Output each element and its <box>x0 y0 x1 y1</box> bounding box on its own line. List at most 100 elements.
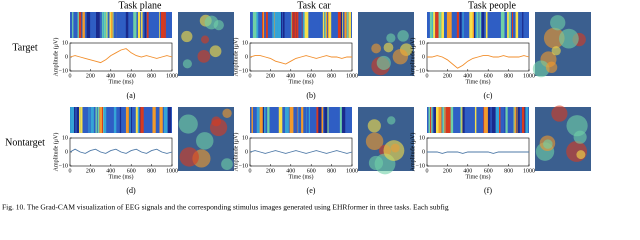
attention-stripe <box>324 107 329 133</box>
x-axis-label: Time (ms) <box>289 173 314 180</box>
gradcam-spot <box>545 61 558 74</box>
attention-stripe <box>284 12 287 38</box>
attention-stripe <box>512 12 517 38</box>
caption: Fig. 10. The Grad-CAM visualization of E… <box>2 203 449 212</box>
attention-stripe <box>456 12 459 38</box>
attention-stripe <box>346 12 348 38</box>
attention-stripe <box>258 12 261 38</box>
subfigure-label: (d) <box>126 186 136 195</box>
attention-stripe <box>312 107 315 133</box>
y-tick-label: 0 <box>245 54 248 60</box>
x-tick-label: 800 <box>327 168 336 174</box>
attention-stripe <box>119 107 122 133</box>
attention-stripe <box>262 107 265 133</box>
attention-stripe <box>272 12 275 38</box>
gradcam-spot <box>387 116 396 125</box>
attention-stripe <box>95 107 97 133</box>
y-tick-label: 10 <box>62 135 68 141</box>
attention-stripe <box>441 12 445 38</box>
x-tick-label: 800 <box>327 73 336 79</box>
attention-stripe <box>467 12 469 38</box>
attention-stripe <box>267 107 270 133</box>
attention-stripe <box>481 12 485 38</box>
gradcam-spot <box>550 15 566 31</box>
attention-stripe <box>447 107 451 133</box>
attention-stripe <box>137 12 141 38</box>
y-tick-label: −10 <box>416 68 425 74</box>
line <box>249 150 353 154</box>
figure: Task plane Task car Task people Target N… <box>2 0 591 212</box>
attention-stripe <box>428 12 432 38</box>
x-tick-label: 0 <box>69 73 72 79</box>
x-tick-label: 400 <box>106 168 115 174</box>
gradcam-spot <box>196 132 214 150</box>
attention-stripe <box>132 107 136 133</box>
attention-stripe <box>298 107 302 133</box>
column-title: Task people <box>468 0 516 11</box>
x-tick-label: 200 <box>443 168 452 174</box>
attention-stripe <box>159 107 163 133</box>
attention-stripe <box>474 107 477 133</box>
x-tick-label: 800 <box>504 168 513 174</box>
attention-stripe <box>324 12 328 38</box>
attention-stripe <box>510 107 514 133</box>
attention-stripe <box>102 107 105 133</box>
attention-stripe <box>83 12 87 38</box>
attention-stripe <box>433 107 436 133</box>
row-label: Target <box>12 42 37 53</box>
attention-stripe <box>125 12 129 38</box>
gradcam-spot <box>397 30 409 42</box>
x-tick-label: 200 <box>266 73 275 79</box>
attention-stripe <box>72 12 74 38</box>
attention-stripe <box>299 107 304 133</box>
attention-stripe <box>103 107 108 133</box>
x-axis-label: Time (ms) <box>466 78 491 85</box>
attention-stripe <box>76 107 80 133</box>
x-tick-label: 1000 <box>166 168 178 174</box>
x-tick-label: 400 <box>463 168 472 174</box>
gradcam-spot <box>197 50 211 63</box>
attention-stripe <box>433 12 437 38</box>
attention-stripe <box>298 12 302 38</box>
attention-stripe <box>461 107 463 133</box>
attention-stripe <box>437 12 442 38</box>
x-tick-label: 200 <box>266 168 275 174</box>
subfigure-label: (b) <box>306 91 316 100</box>
attention-stripe <box>445 107 449 133</box>
attention-stripe <box>141 12 143 38</box>
attention-stripe <box>318 12 320 38</box>
attention-stripe <box>339 107 343 133</box>
gradcam-spot <box>551 46 561 56</box>
attention-stripe <box>440 107 444 133</box>
subfigure-label: (a) <box>127 91 136 100</box>
attention-stripe <box>259 107 263 133</box>
attention-stripe <box>96 12 100 38</box>
x-tick-label: 800 <box>147 168 156 174</box>
attention-stripe <box>515 12 519 38</box>
y-tick-label: 0 <box>422 54 425 60</box>
attention-stripe <box>80 107 83 133</box>
gradcam-spot <box>383 140 405 161</box>
attention-stripe <box>348 12 352 38</box>
gradcam-spot <box>532 60 550 78</box>
attention-stripe <box>505 12 508 38</box>
attention-stripe <box>446 12 451 38</box>
x-tick-label: 400 <box>106 73 115 79</box>
attention-stripe <box>518 107 520 133</box>
attention-stripe <box>133 12 137 38</box>
attention-stripe <box>112 12 114 38</box>
line <box>427 55 530 69</box>
gradcam-spot <box>181 30 193 43</box>
gradcam-spot <box>178 114 198 134</box>
attention-stripe <box>297 107 299 133</box>
attention-stripe <box>164 12 166 38</box>
attention-stripe <box>435 107 440 133</box>
attention-stripe <box>106 107 108 133</box>
gradcam-spot <box>566 115 588 137</box>
column-title: Task car <box>297 0 331 11</box>
gradcam-spot <box>543 27 565 49</box>
attention-stripe <box>525 107 529 133</box>
attention-stripe <box>273 12 277 38</box>
gradcam-spot <box>204 15 219 30</box>
attention-stripe <box>278 107 281 133</box>
